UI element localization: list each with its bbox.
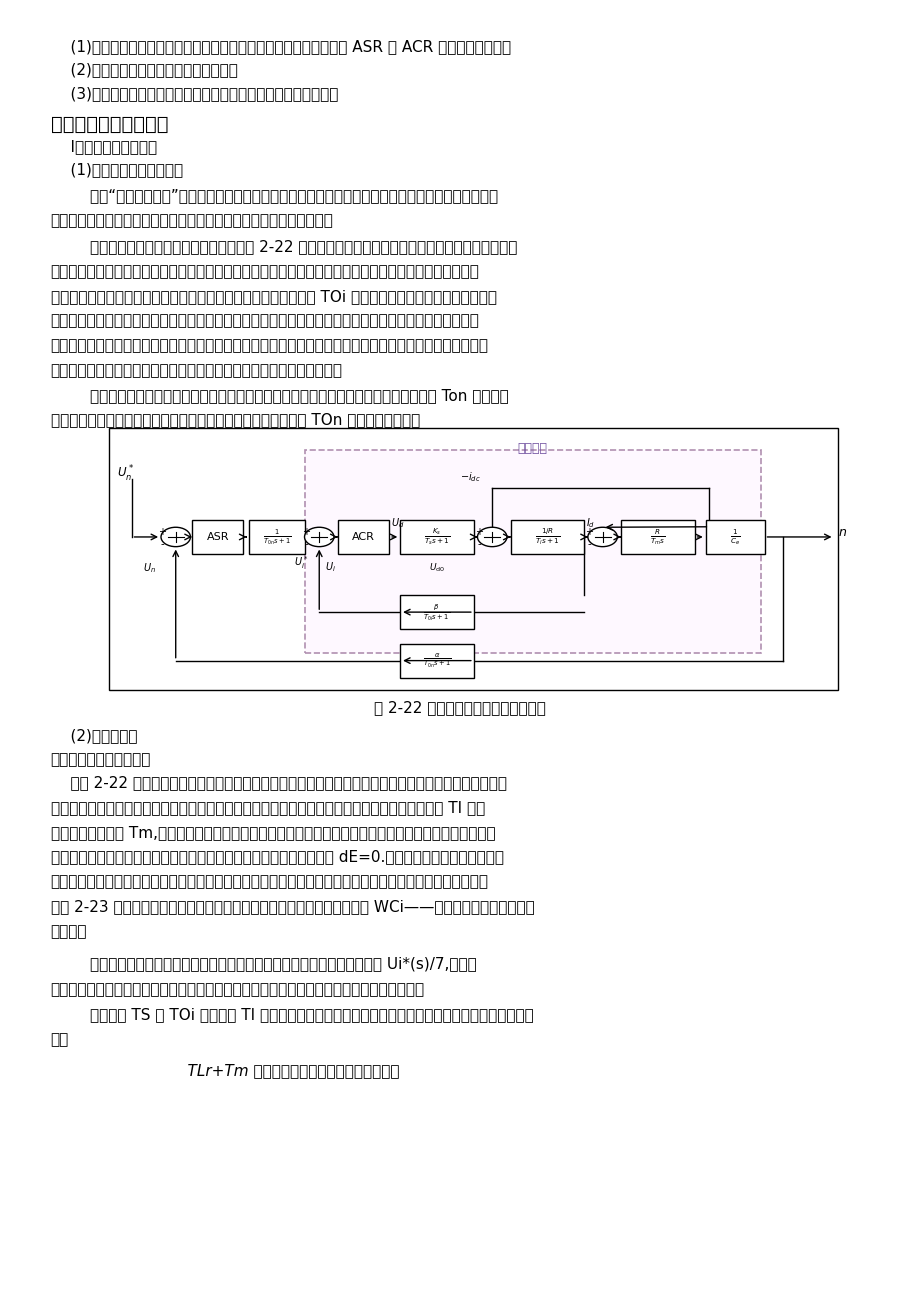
Text: $I_d$: $I_d$ [585, 516, 595, 530]
Text: 号通道上加入一个同等时间常数的惯性环节，称作给定滤波环节。其意义是，让给定信号和反馈信号经过相同: 号通道上加入一个同等时间常数的惯性环节，称作给定滤波环节。其意义是，让给定信号和… [51, 338, 488, 354]
Text: (1)分别用工程设计方法和西门子调节器最佳整定法进行设计，决定 ASR 和 ACR 结构并选择参数。: (1)分别用工程设计方法和西门子调节器最佳整定法进行设计，决定 ASR 和 AC… [51, 39, 510, 55]
Text: (1)系统设计的一般原则：: (1)系统设计的一般原则： [51, 163, 183, 178]
Text: +: + [474, 527, 482, 537]
Bar [192, 520, 244, 554]
Text: $U^*_i$: $U^*_i$ [293, 554, 308, 571]
Text: (2)对上述两种设计方法进行分析比较。: (2)对上述两种设计方法进行分析比较。 [51, 62, 237, 78]
Text: 电流内环: 电流内环 [517, 442, 547, 455]
Text: $U_d$: $U_d$ [391, 516, 404, 530]
Text: 把整个电流环看作是转速调节系统中的一个环节，再设计转速调节器。: 把整个电流环看作是转速调节系统中的一个环节，再设计转速调节器。 [51, 213, 333, 229]
Text: ASR: ASR [206, 532, 229, 543]
Text: -: - [477, 539, 481, 549]
Text: $\frac{1}{T_{0n}s+1}$: $\frac{1}{T_{0n}s+1}$ [262, 527, 291, 546]
Text: $\frac{\alpha}{T_{0n}s+1}$: $\frac{\alpha}{T_{0n}s+1}$ [422, 652, 451, 670]
Text: 可以暂不考虑反电动势变化的影响，也就是说，可以暂且把电动势的作用去掉，得到电流环的近似结构框图，: 可以暂不考虑反电动势变化的影响，也就是说，可以暂且把电动势的作用去掉，得到电流环… [51, 874, 488, 890]
Bar [400, 520, 473, 554]
Text: $U^*_n$: $U^*_n$ [117, 464, 134, 484]
Text: $U_n$: $U_n$ [143, 561, 156, 575]
Text: (3)设计过程中应画出双闭环调速系统的电路原理图及动态结构图: (3)设计过程中应画出双闭环调速系统的电路原理图及动态结构图 [51, 86, 337, 101]
Text: 时间的延时，是二者在时间上得到恰当的配合，从而带来设计上的方便。: 时间的延时，是二者在时间上得到恰当的配合，从而带来设计上的方便。 [51, 363, 342, 379]
Text: $\frac{R}{T_m s}$: $\frac{R}{T_m s}$ [650, 527, 664, 546]
Text: 为：: 为： [51, 1032, 69, 1047]
Text: 滤波环节。由于电流检测信号中经常含有交流分量，为了不使它影响到调节器的输入，需要加低通滤波。这: 滤波环节。由于电流检测信号中经常含有交流分量，为了不使它影响到调节器的输入，需要… [51, 264, 479, 280]
Text: $n$: $n$ [837, 526, 846, 539]
Bar [337, 520, 389, 554]
Text: -: - [587, 539, 591, 549]
Circle shape [477, 527, 506, 546]
Text: ACR: ACR [352, 532, 374, 543]
Text: 如果把给定滤波和反馈两个环节都等效的移到环内，同时把给定信号改成 Ui*(s)/7,则电流: 如果把给定滤波和反馈两个环节都等效的移到环内，同时把给定信号改成 Ui*(s)/… [51, 956, 476, 972]
Bar [249, 520, 304, 554]
Bar [705, 520, 764, 554]
Text: 如图 2-23 所示。可证明，忽略反电动势对电流环作用的近似条件是：式中 WCi——电流环开环频率特性的截: 如图 2-23 所示。可证明，忽略反电动势对电流环作用的近似条件是：式中 WCi… [51, 899, 534, 915]
Bar [510, 520, 584, 554]
Text: 于几机电时间常数 Tm,因此，转速的变化往往比电流的变化慢的多，对电流环来说，反电动势是一个变化比: 于几机电时间常数 Tm,因此，转速的变化往往比电流的变化慢的多，对电流环来说，反… [51, 825, 494, 840]
Text: 四、设计方法及步骤：: 四、设计方法及步骤： [51, 114, 168, 134]
Text: 较缓慢的扰动，在电流的瞬变过程中，可以认为反电动势基本不变，即 dE=0.在按动态性能设计电流环时，: 较缓慢的扰动，在电流的瞬变过程中，可以认为反电动势基本不变，即 dE=0.在按动… [51, 850, 503, 865]
Text: $\frac{1}{C_e}$: $\frac{1}{C_e}$ [729, 527, 740, 546]
Text: 由于测速发电机得到的转速反馈电压含有换向纹波，因此也需要滤波，滤波时间常数用 Ton 表示。再: 由于测速发电机得到的转速反馈电压含有换向纹波，因此也需要滤波，滤波时间常数用 T… [51, 388, 508, 403]
Text: 最后由于 TS 和 TOi 一般都比 TI 小的多，可应当作小惯性群而近似的看作一个惯性环节，其时间常数: 最后由于 TS 和 TOi 一般都比 TI 小的多，可应当作小惯性群而近似的看作… [51, 1007, 533, 1023]
Text: 际上，反电动势与转速成反比，它代表转速对电流环的影响。在一般情况下，系统的电磁时间常数 TI 远小: 际上，反电动势与转速成反比，它代表转速对电流环的影响。在一般情况下，系统的电磁时… [51, 800, 484, 816]
Text: Ⅰ用工程设计方法设计: Ⅰ用工程设计方法设计 [51, 139, 156, 155]
Text: $\frac{\beta}{T_{0i}s+1}$: $\frac{\beta}{T_{0i}s+1}$ [423, 601, 450, 623]
Circle shape [587, 527, 617, 546]
Text: -: - [161, 539, 165, 549]
Text: $\frac{K_s}{T_s s+1}$: $\frac{K_s}{T_s s+1}$ [424, 527, 449, 548]
Bar [620, 520, 694, 554]
Bar [400, 644, 473, 678]
Text: -: - [304, 539, 308, 549]
Text: $\frac{1/R}{T_l s+1}$: $\frac{1/R}{T_l s+1}$ [534, 527, 560, 548]
Text: 在图 2-22 点画线框内的电流环中，反电动势与电流反馈的作用相互交叉，这将给设计工作带来麻烦。实: 在图 2-22 点画线框内的电流环中，反电动势与电流反馈的作用相互交叉，这将给设… [51, 775, 506, 791]
Text: $U_i$: $U_i$ [324, 561, 335, 574]
Text: 准。然而，在一直交流分量的同时，滤波环节也延迟了反馈信号的作用，为了平衡这个延迟作用，在给定信: 准。然而，在一直交流分量的同时，滤波环节也延迟了反馈信号的作用，为了平衡这个延迟… [51, 314, 479, 329]
Text: +: + [301, 527, 310, 537]
Text: +: + [158, 527, 166, 537]
Text: 图 2-22 双闭环调速系统的动态结构图: 图 2-22 双闭环调速系统的动态结构图 [374, 700, 545, 716]
Circle shape [304, 527, 334, 546]
Text: 样的滤波环节传递函数可用一阶惯性环节来表示，其滤波时间常数 TOi 按需要选定，以滤平电流检测信号为: 样的滤波环节传递函数可用一阶惯性环节来表示，其滤波时间常数 TOi 按需要选定，… [51, 289, 496, 304]
Text: $-i_{dc}$: $-i_{dc}$ [460, 470, 480, 484]
Bar [304, 450, 760, 653]
Text: +: + [584, 527, 593, 537]
Bar [400, 595, 473, 630]
Text: 按照“先内环后外环”的设计原则，从内环开始，逐步向外扩展。在这里，首先设计电流调节器，然后: 按照“先内环后外环”的设计原则，从内环开始，逐步向外扩展。在这里，首先设计电流调… [51, 189, 497, 204]
Text: 根据和电流环一样的道理，在转速给定通道上也加入时间常数为 TOn 的给定滤波环节。: 根据和电流环一样的道理，在转速给定通道上也加入时间常数为 TOn 的给定滤波环节… [51, 412, 419, 428]
Text: 环就等效成电流负反馈系统，从这里可以看出两个滤波环节时间常数取値相同的方便之处了。: 环就等效成电流负反馈系统，从这里可以看出两个滤波环节时间常数取値相同的方便之处了… [51, 982, 425, 998]
Circle shape [161, 527, 190, 546]
Text: TLr+Tm 进而再一步简化电流环动态结构图。: TLr+Tm 进而再一步简化电流环动态结构图。 [51, 1063, 399, 1079]
Text: 双闭环调速系统的实际动态结构框图如图 2-22 所示，它包括了电流滤波、转速滤波和两个给定信号的: 双闭环调速系统的实际动态结构框图如图 2-22 所示，它包括了电流滤波、转速滤波… [51, 239, 516, 255]
Text: $U_{\mathrm{d0}}$: $U_{\mathrm{d0}}$ [428, 561, 445, 574]
Text: 电流环动态结构图及简化: 电流环动态结构图及简化 [51, 752, 151, 768]
Text: (2)电流环设计: (2)电流环设计 [51, 729, 137, 744]
Text: 止频率。: 止频率。 [51, 924, 87, 939]
